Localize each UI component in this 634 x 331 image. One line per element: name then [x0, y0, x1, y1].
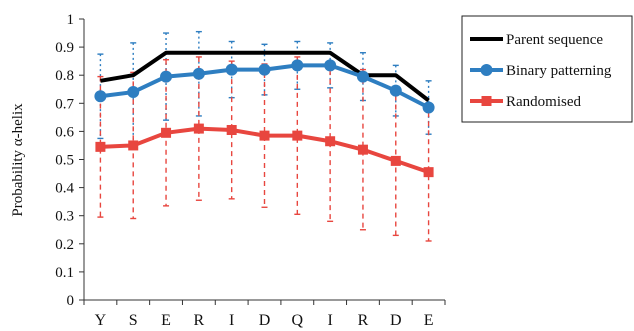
x-tick-label: E — [161, 312, 171, 329]
x-tick-label: R — [194, 312, 205, 329]
legend-binary-patterning-marker — [480, 64, 493, 76]
x-tick-label: S — [129, 312, 138, 329]
binary-patterning-point — [160, 70, 173, 83]
randomised-point — [128, 140, 139, 151]
randomised-point — [226, 124, 237, 135]
y-tick-label: 0.9 — [55, 40, 74, 56]
y-tick-label: 0.8 — [55, 68, 74, 84]
y-tick-label: 0.7 — [55, 96, 74, 112]
x-tick-label: Q — [292, 312, 304, 329]
y-tick-label: 1 — [67, 12, 75, 28]
y-tick-label: 0.1 — [55, 265, 74, 281]
randomised-point — [161, 127, 172, 138]
legend-parent-sequence-label: Parent sequence — [506, 32, 603, 48]
randomised-point — [95, 141, 106, 152]
x-tick-label: D — [390, 312, 402, 329]
x-tick-label: R — [358, 312, 369, 329]
y-tick-label: 0.5 — [55, 153, 74, 169]
y-tick-label: 0.2 — [55, 237, 74, 253]
x-tick-label: D — [259, 312, 271, 329]
binary-patterning-point — [324, 59, 337, 72]
randomised-point — [292, 130, 303, 141]
legend-randomised-label: Randomised — [506, 94, 581, 110]
legend-binary-patterning-label: Binary patterning — [506, 63, 612, 79]
randomised-point — [390, 155, 401, 166]
binary-patterning-point — [127, 86, 140, 99]
binary-patterning-point — [94, 90, 107, 103]
randomised-point — [193, 123, 204, 134]
binary-patterning-point — [291, 59, 304, 72]
randomised-point — [259, 130, 270, 141]
plot-area: 0 0.1 0.2 0.3 0.4 0.5 0.6 0.7 0.8 0.9 1 Y S E R I D Q I R D E — [55, 12, 446, 329]
binary-patterning-point — [422, 101, 435, 114]
binary-patterning-point — [225, 63, 238, 76]
y-tick-label: 0.3 — [55, 209, 74, 225]
randomised-point — [325, 136, 336, 147]
binary-patterning-point — [356, 70, 369, 83]
parent-sequence-line — [100, 50, 430, 103]
y-tick-label: 0 — [67, 293, 75, 309]
y-tick-label: 0.6 — [55, 124, 74, 140]
x-tick-label: I — [229, 312, 234, 329]
x-tick-label: Y — [95, 312, 107, 329]
y-tick-label: 0.4 — [55, 181, 74, 197]
randomised-point — [357, 144, 368, 155]
x-tick-label: I — [327, 312, 332, 329]
randomised-point — [423, 167, 434, 178]
binary-patterning-point — [258, 63, 271, 76]
legend-randomised-marker — [481, 96, 492, 106]
binary-patterning-point — [192, 67, 205, 80]
y-axis-label: Probability α-helix — [10, 103, 26, 217]
x-tick-label: E — [424, 312, 434, 329]
legend: Parent sequence Binary patterning Randomis… — [461, 15, 633, 123]
binary-patterning-point — [389, 84, 402, 97]
